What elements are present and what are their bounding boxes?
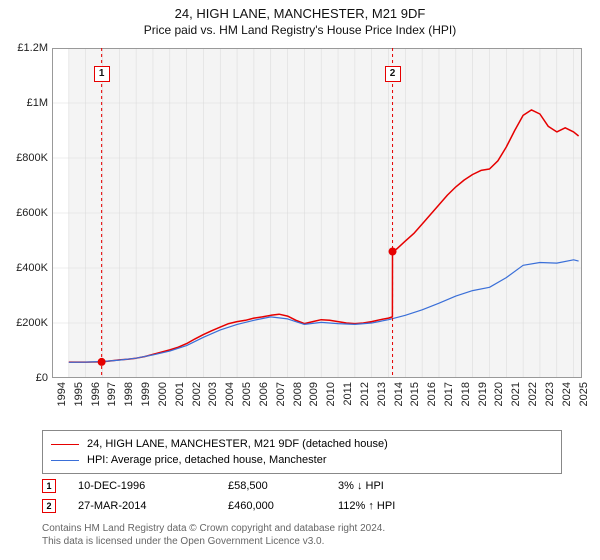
sales-date: 27-MAR-2014 — [78, 500, 228, 512]
legend-item: 24, HIGH LANE, MANCHESTER, M21 9DF (deta… — [51, 436, 553, 452]
x-tick-label: 2013 — [376, 382, 388, 406]
y-tick-label: £800K — [2, 152, 48, 164]
legend-swatch — [51, 444, 79, 445]
legend-item: HPI: Average price, detached house, Manc… — [51, 452, 553, 468]
title-address: 24, HIGH LANE, MANCHESTER, M21 9DF — [0, 6, 600, 21]
x-tick-label: 2017 — [443, 382, 455, 406]
x-tick-label: 2025 — [578, 382, 590, 406]
sale-marker-2: 2 — [385, 66, 401, 82]
x-tick-label: 1995 — [73, 382, 85, 406]
x-tick-label: 2015 — [409, 382, 421, 406]
footer-line1: Contains HM Land Registry data © Crown c… — [42, 522, 562, 535]
sales-delta: 112% ↑ HPI — [338, 500, 562, 512]
x-tick-label: 1998 — [123, 382, 135, 406]
x-tick-label: 2009 — [308, 382, 320, 406]
x-tick-label: 2006 — [258, 382, 270, 406]
x-tick-label: 2020 — [493, 382, 505, 406]
footer-line2: This data is licensed under the Open Gov… — [42, 535, 562, 548]
sale-marker-1: 1 — [94, 66, 110, 82]
x-tick-label: 2004 — [224, 382, 236, 406]
x-tick-label: 2023 — [544, 382, 556, 406]
sales-date: 10-DEC-1996 — [78, 480, 228, 492]
sales-row: 2 27-MAR-2014£460,000112% ↑ HPI — [42, 496, 562, 516]
sales-price: £460,000 — [228, 500, 338, 512]
legend-label: HPI: Average price, detached house, Manc… — [87, 454, 327, 466]
x-tick-label: 1996 — [90, 382, 102, 406]
x-tick-label: 2012 — [359, 382, 371, 406]
x-tick-label: 2011 — [342, 382, 354, 406]
legend-box: 24, HIGH LANE, MANCHESTER, M21 9DF (deta… — [42, 430, 562, 474]
x-tick-label: 1997 — [106, 382, 118, 406]
x-tick-label: 2002 — [191, 382, 203, 406]
y-tick-label: £1.2M — [2, 42, 48, 54]
x-tick-label: 2014 — [393, 382, 405, 406]
y-tick-label: £400K — [2, 262, 48, 274]
x-tick-label: 2022 — [527, 382, 539, 406]
footer-attribution: Contains HM Land Registry data © Crown c… — [42, 522, 562, 548]
sales-table: 1 10-DEC-1996£58,5003% ↓ HPI 2 27-MAR-2014£… — [42, 476, 562, 516]
sales-row: 1 10-DEC-1996£58,5003% ↓ HPI — [42, 476, 562, 496]
x-tick-label: 2007 — [275, 382, 287, 406]
title-block: 24, HIGH LANE, MANCHESTER, M21 9DF Price… — [0, 0, 600, 37]
x-tick-label: 2010 — [325, 382, 337, 406]
x-tick-label: 2008 — [292, 382, 304, 406]
x-axis-labels: 1994 1995 1996 1997 1998 1999 2000 2001 2002 2003… — [52, 380, 582, 430]
sales-delta: 3% ↓ HPI — [338, 480, 562, 492]
x-tick-label: 2019 — [477, 382, 489, 406]
legend-swatch — [51, 460, 79, 461]
sales-marker-box: 2 — [42, 499, 56, 513]
x-tick-label: 2003 — [207, 382, 219, 406]
title-subtitle: Price paid vs. HM Land Registry's House … — [0, 23, 600, 37]
chart-plot-area: 12 — [52, 48, 582, 378]
y-tick-label: £600K — [2, 207, 48, 219]
x-tick-label: 2001 — [174, 382, 186, 406]
x-tick-label: 1999 — [140, 382, 152, 406]
chart-svg — [52, 48, 582, 378]
x-tick-label: 2021 — [510, 382, 522, 406]
y-tick-label: £0 — [2, 372, 48, 384]
x-tick-label: 2000 — [157, 382, 169, 406]
chart-container: 24, HIGH LANE, MANCHESTER, M21 9DF Price… — [0, 0, 600, 560]
legend-label: 24, HIGH LANE, MANCHESTER, M21 9DF (deta… — [87, 438, 388, 450]
sales-price: £58,500 — [228, 480, 338, 492]
x-tick-label: 2024 — [561, 382, 573, 406]
sales-marker-box: 1 — [42, 479, 56, 493]
x-tick-label: 2018 — [460, 382, 472, 406]
x-tick-label: 1994 — [56, 382, 68, 406]
y-tick-label: £200K — [2, 317, 48, 329]
x-tick-label: 2005 — [241, 382, 253, 406]
y-tick-label: £1M — [2, 97, 48, 109]
x-tick-label: 2016 — [426, 382, 438, 406]
